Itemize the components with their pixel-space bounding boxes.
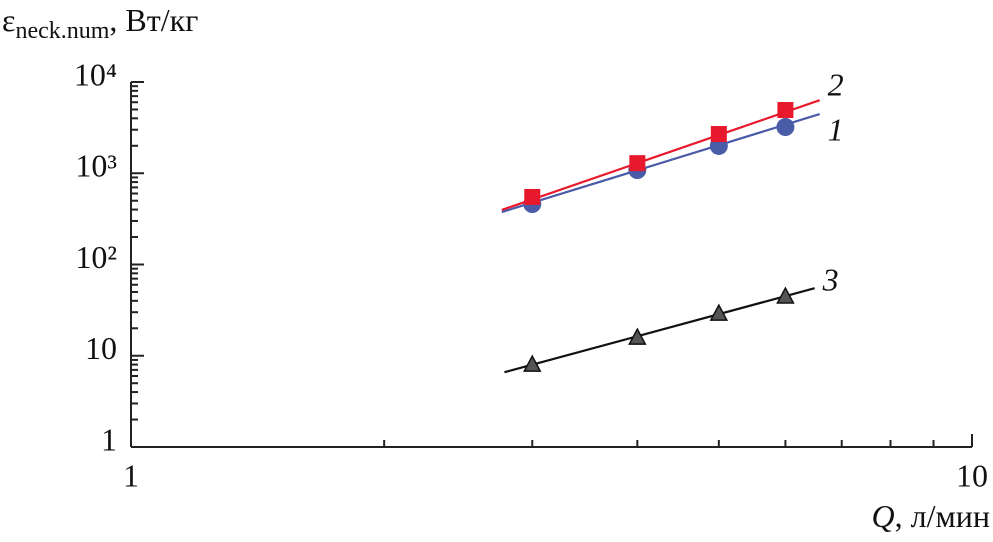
series-label: 3 (822, 262, 839, 298)
y-tick-label: 10³ (75, 148, 117, 184)
fit-line (501, 99, 821, 211)
point (523, 354, 542, 372)
y-label-symbol: ε (2, 2, 15, 38)
point (628, 327, 647, 345)
point (710, 126, 727, 143)
x-tick-label: 10 (956, 457, 988, 493)
point (524, 188, 541, 205)
x-tick-label: 1 (123, 457, 139, 493)
x-label-unit: , л/мин (895, 498, 990, 534)
x-label-symbol: Q (872, 498, 895, 534)
series-label: 1 (828, 111, 844, 147)
y-axis-label: εneck.num, Вт/кг (2, 2, 198, 43)
y-tick-label: 1 (101, 421, 117, 457)
y-label-unit: , Вт/кг (109, 2, 198, 38)
y-tick-label: 10⁴ (74, 56, 117, 92)
point (709, 303, 729, 321)
point (776, 286, 795, 304)
series-label: 2 (828, 67, 844, 103)
fit-line (501, 113, 821, 214)
y-label-subscript: neck.num (15, 18, 109, 44)
point (629, 155, 646, 172)
y-tick-label: 10 (85, 330, 117, 366)
point (776, 118, 795, 137)
x-axis-label: Q, л/мин (872, 498, 990, 534)
point (777, 102, 794, 119)
y-tick-label: 10² (75, 239, 117, 275)
fit-line (504, 287, 815, 374)
